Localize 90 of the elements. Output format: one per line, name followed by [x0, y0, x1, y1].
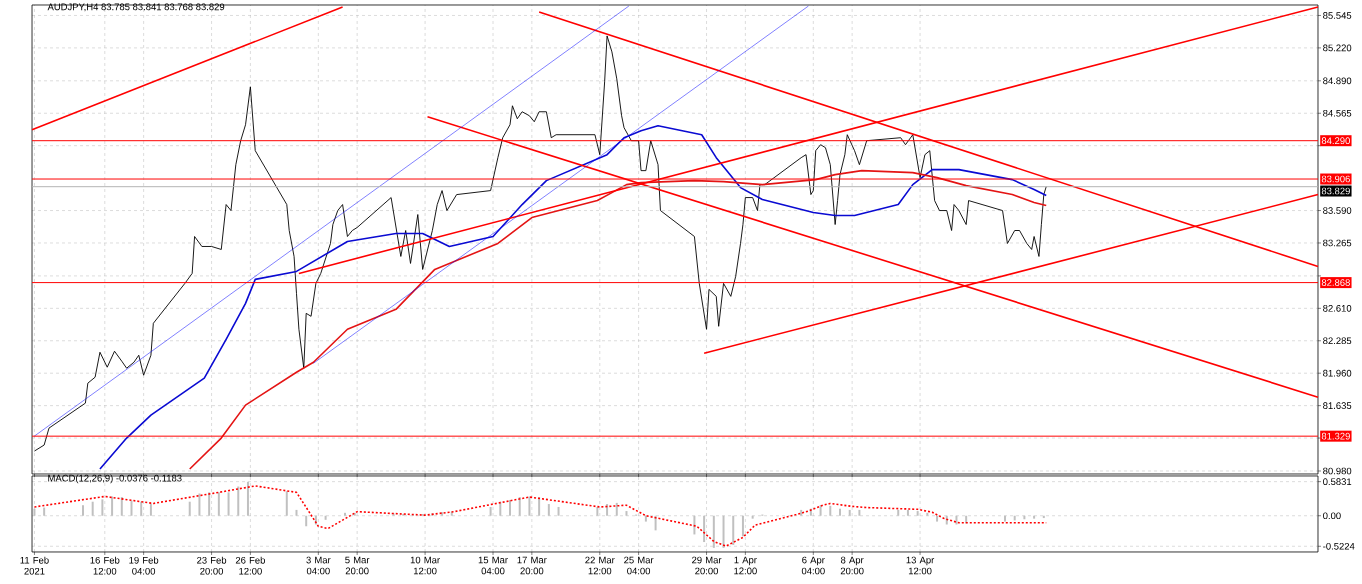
x-tick-label: 29 Mar 20:00: [692, 556, 722, 575]
bar: [703, 515, 706, 543]
bar: [198, 493, 201, 516]
y-tick-label: 82.610: [1323, 304, 1352, 312]
line-series: [188, 169, 1048, 470]
bar: [644, 515, 647, 522]
y-tick-label: 0.00: [1323, 512, 1341, 520]
y-tick-label: -0.5224: [1323, 542, 1355, 550]
bar: [751, 515, 754, 519]
bar: [557, 506, 560, 516]
y-tick-label: 84.565: [1323, 109, 1352, 117]
bar: [509, 499, 512, 516]
y-tick-label: 85.545: [1323, 12, 1352, 19]
y-tick-label: 81.960: [1323, 369, 1352, 377]
line-series: [99, 124, 1048, 470]
bar: [208, 492, 211, 516]
bar: [188, 501, 191, 516]
ref-line-label: 81.329: [1321, 432, 1350, 440]
bar: [829, 505, 832, 516]
bar: [518, 497, 521, 516]
y-tick-label: 0.5831: [1323, 478, 1352, 485]
y-tick-label: 83.265: [1323, 239, 1352, 247]
bar: [305, 515, 308, 527]
bar: [732, 515, 735, 545]
bar: [1003, 515, 1006, 522]
bar: [936, 515, 939, 522]
bar: [149, 503, 152, 516]
ref-line-label: 83.906: [1321, 175, 1350, 183]
bar: [625, 511, 628, 516]
y-tick-label: 82.285: [1323, 337, 1352, 345]
bar: [848, 509, 851, 516]
bar: [547, 504, 550, 516]
y-tick-label: 81.635: [1323, 402, 1352, 409]
x-tick-label: 17 Mar 20:00: [517, 556, 547, 575]
bar: [111, 496, 114, 516]
bar: [227, 492, 230, 516]
bar: [353, 512, 356, 516]
x-tick-label: 16 Feb 12:00: [90, 556, 120, 575]
bar: [800, 509, 803, 516]
x-tick-label: 13 Apr 12:00: [906, 556, 935, 575]
bar: [1033, 515, 1036, 519]
x-tick-label: 19 Feb 04:00: [129, 556, 159, 575]
x-tick-label: 25 Mar 04:00: [624, 556, 654, 575]
bar: [101, 499, 104, 516]
bar: [217, 492, 220, 516]
x-tick-label: 6 Apr 04:00: [801, 556, 825, 575]
bar: [140, 501, 143, 516]
bar: [130, 500, 133, 516]
bar: [741, 515, 744, 537]
x-tick-label: 26 Feb 12:00: [235, 556, 265, 575]
bar: [81, 505, 84, 516]
bar: [897, 509, 900, 516]
bar: [615, 502, 618, 516]
bar: [926, 512, 929, 516]
y-tick-label: 84.890: [1323, 77, 1352, 85]
x-tick-label: 15 Mar 04:00: [478, 556, 508, 575]
bar: [489, 506, 492, 516]
bar: [693, 515, 696, 535]
x-tick-label: 1 Apr 12:00: [734, 556, 757, 575]
bar: [344, 512, 347, 516]
x-tick-label: 11 Feb 2021: [20, 556, 49, 575]
bar: [606, 504, 609, 516]
bar: [819, 505, 822, 516]
x-tick-label: 5 Mar 20:00: [345, 556, 370, 575]
y-tick-label: 80.980: [1323, 467, 1352, 475]
bar: [285, 491, 288, 516]
bar: [528, 496, 531, 516]
ref-line-label: 84.290: [1321, 137, 1350, 145]
bar: [596, 506, 599, 516]
bar: [324, 515, 327, 520]
bar: [91, 501, 94, 516]
bar: [295, 509, 298, 516]
bar: [538, 497, 541, 516]
ref-line-label: 83.829: [1321, 187, 1350, 195]
x-tick-label: 23 Feb 20:00: [197, 556, 227, 575]
y-tick-label: 85.220: [1323, 44, 1352, 52]
x-tick-label: 10 Mar 12:00: [410, 556, 440, 575]
x-tick-label: 3 Mar 04:00: [306, 556, 331, 575]
bar: [858, 509, 861, 516]
x-tick-label: 22 Mar 12:00: [585, 556, 615, 575]
bar: [120, 497, 123, 516]
bar: [906, 509, 909, 516]
x-tick-label: 8 Apr 20:00: [840, 556, 864, 575]
bar: [839, 508, 841, 516]
ref-line-label: 82.868: [1321, 279, 1350, 286]
chart-title: AUDJPY,H4 83.785 83.841 83.768 83.829: [47, 3, 225, 12]
bar: [43, 507, 46, 516]
bar: [237, 486, 240, 516]
y-tick-label: 83.590: [1323, 207, 1352, 214]
chart-title: MACD(12,26,9) -0.0376 -0.1183: [48, 474, 182, 484]
